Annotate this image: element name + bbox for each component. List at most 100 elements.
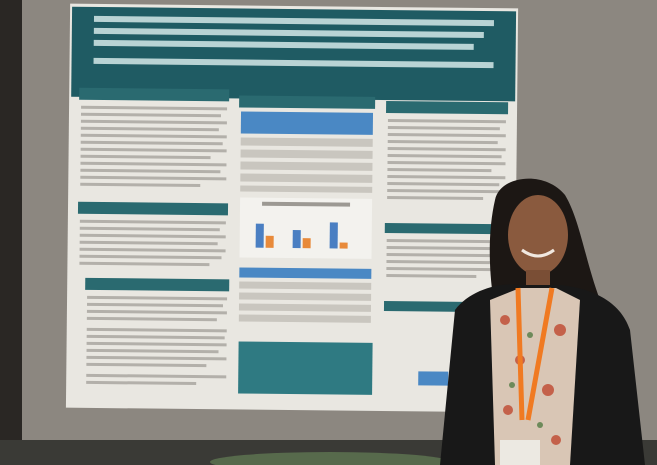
detail <box>86 362 207 368</box>
detail <box>79 233 226 239</box>
detail <box>80 119 227 125</box>
detail <box>86 302 224 308</box>
detail <box>87 295 228 301</box>
detail <box>386 274 477 278</box>
detail <box>387 133 506 138</box>
detail <box>79 247 226 253</box>
detail <box>240 137 373 147</box>
middle-column <box>238 95 376 395</box>
detail <box>240 185 373 193</box>
detail <box>527 332 533 338</box>
detail <box>86 341 227 347</box>
detail <box>339 242 348 249</box>
detail <box>86 334 225 340</box>
detail <box>386 267 505 272</box>
person <box>440 178 645 465</box>
detail <box>521 248 555 258</box>
detail <box>554 324 566 336</box>
detail <box>239 267 372 279</box>
detail <box>86 295 228 386</box>
detail <box>93 15 494 27</box>
detail <box>80 105 228 188</box>
detail <box>86 373 227 379</box>
detail <box>80 126 219 132</box>
detail <box>418 371 449 386</box>
detail <box>80 175 227 181</box>
left-column <box>77 87 230 386</box>
face <box>508 195 568 275</box>
detail <box>387 147 506 152</box>
detail <box>79 261 210 267</box>
detail <box>386 260 491 265</box>
poster <box>65 3 519 413</box>
contact-box <box>238 341 373 395</box>
detail <box>387 196 484 201</box>
detail <box>240 137 373 193</box>
detail <box>80 168 221 174</box>
detail <box>387 119 506 124</box>
header-text <box>93 15 494 69</box>
detail <box>93 27 484 39</box>
detail <box>79 219 226 267</box>
detail <box>240 149 373 159</box>
detail <box>387 154 502 159</box>
detail <box>509 382 515 388</box>
detail <box>551 435 561 445</box>
detail <box>542 384 554 396</box>
detail <box>79 254 222 260</box>
detail <box>238 314 371 323</box>
detail <box>80 147 227 153</box>
detail <box>500 315 510 325</box>
detail <box>238 303 372 312</box>
detail <box>292 230 301 249</box>
detail <box>239 292 372 301</box>
detail <box>240 161 373 171</box>
detail <box>238 281 372 323</box>
detail <box>93 39 474 50</box>
detail <box>387 119 506 201</box>
table-header <box>240 111 374 135</box>
detail <box>302 238 311 249</box>
detail <box>262 201 351 207</box>
detail <box>79 240 218 246</box>
detail <box>86 316 217 322</box>
detail <box>387 168 492 173</box>
detail <box>79 87 230 102</box>
detail <box>79 226 220 232</box>
detail <box>387 182 500 187</box>
detail <box>386 239 505 244</box>
detail <box>77 201 229 216</box>
detail <box>85 277 230 292</box>
detail <box>240 173 373 183</box>
detail <box>81 105 228 111</box>
detail <box>386 101 509 115</box>
detail <box>384 222 507 235</box>
detail <box>387 189 506 194</box>
detail <box>86 348 219 354</box>
detail <box>86 355 227 361</box>
detail <box>387 140 498 145</box>
detail <box>239 95 376 109</box>
detail <box>265 235 274 248</box>
detail <box>383 300 465 312</box>
detail <box>86 309 227 315</box>
detail <box>329 222 338 249</box>
detail <box>86 380 197 386</box>
detail <box>503 405 513 415</box>
detail <box>80 112 221 118</box>
chart-bars <box>255 222 348 249</box>
detail <box>80 161 227 167</box>
detail <box>80 140 223 146</box>
detail <box>80 154 211 160</box>
detail <box>255 223 264 248</box>
right-column <box>383 101 509 386</box>
detail <box>387 126 500 131</box>
detail <box>80 133 227 139</box>
detail <box>387 175 506 180</box>
detail <box>387 161 506 166</box>
carpet-pattern <box>210 452 450 465</box>
detail <box>386 253 505 258</box>
detail <box>86 327 227 333</box>
